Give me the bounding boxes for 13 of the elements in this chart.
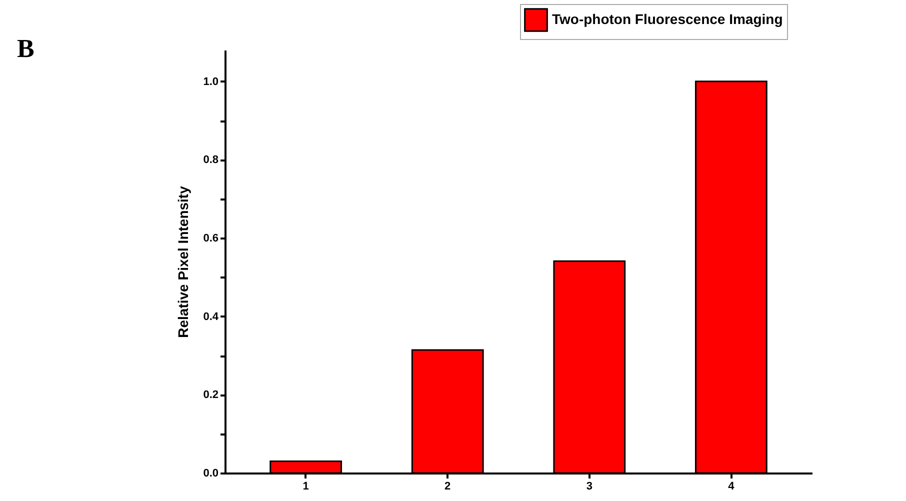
y-tick-label: 0.8 xyxy=(203,154,218,166)
y-tick-label: 0.2 xyxy=(203,389,218,402)
x-tick-label: 4 xyxy=(728,480,736,492)
y-tick-label: 0.0 xyxy=(203,468,218,480)
y-tick-label: 0.4 xyxy=(203,310,220,323)
y-tick-label: 1.0 xyxy=(203,76,218,88)
y-axis-title: Relative Pixel Intensity xyxy=(175,186,192,338)
text: B xyxy=(17,34,34,63)
legend-label: Two-photon Fluorescence Imaging xyxy=(552,11,783,27)
x-tick-label: 1 xyxy=(302,480,309,492)
x-tick-label: 2 xyxy=(444,480,451,492)
y-tick-label: 0.6 xyxy=(203,232,218,244)
x-tick-label: 3 xyxy=(586,480,592,492)
